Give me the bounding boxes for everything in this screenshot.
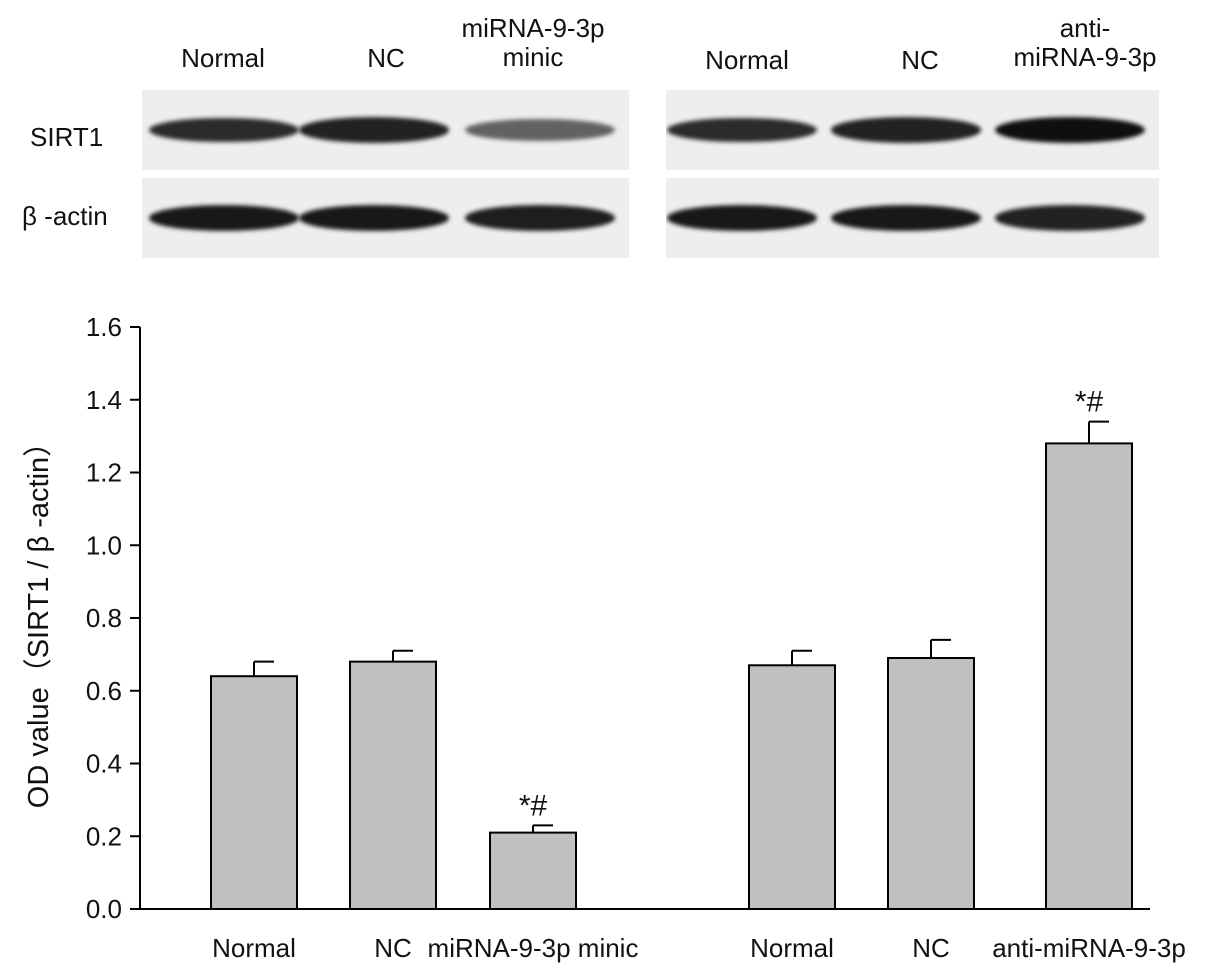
blot-band [299,117,449,143]
y-tick-label: 0.2 [86,821,122,851]
blot-panel-sirt1-left [142,90,629,170]
blot-lane-label-mimic: miRNA-9-3p minic [461,13,605,72]
y-tick-label: 0.0 [86,894,122,924]
blot-band [667,205,817,231]
x-category-label: miRNA-9-3p minic [428,933,639,963]
y-tick-label: 0.4 [86,749,122,779]
blot-band [667,117,817,143]
bar [210,675,298,911]
x-category-label: anti-miRNA-9-3p [992,933,1186,963]
blot-panel-actin-left [142,178,629,258]
blot-band [149,117,299,143]
y-tick-label: 1.2 [86,458,122,488]
x-category-label: Normal [212,933,296,963]
blot-panel-sirt1-right [666,90,1159,170]
chart-bars [210,420,1133,911]
y-axis-label: OD value（SIRT1 / β -actin） [23,428,55,808]
significance-annotation: *# [519,789,548,822]
blot-panel-actin-right [666,178,1159,258]
blot-band [465,205,615,231]
blot-band [465,118,615,142]
y-tick-label: 0.6 [86,676,122,706]
bar [748,664,836,910]
blot-lane-label-nc-right: NC [901,45,939,75]
blot-band [995,205,1145,231]
bar [1045,442,1133,910]
y-tick-label: 1.4 [86,385,122,415]
blot-band [149,205,299,231]
bar [489,831,577,910]
chart-axes: 0.0 0.2 0.4 0.6 0.8 1.0 1.2 1.4 1.6 [86,312,1150,924]
chart-labels: Normal NC miRNA-9-3p minic *# Normal NC anti-m… [212,386,1186,963]
blot-lane-label-normal-left: Normal [181,43,265,73]
y-tick-label: 1.0 [86,530,122,560]
blot-band [995,117,1145,143]
blot-band [831,205,981,231]
blot-lane-label-nc-left: NC [367,43,405,73]
x-category-label: NC [374,933,412,963]
x-category-label: Normal [750,933,834,963]
blot-band [831,117,981,143]
significance-annotation: *# [1075,386,1104,419]
x-category-label: NC [912,933,950,963]
blot-band [299,205,449,231]
blot-lane-label-normal-right: Normal [705,45,789,75]
blot-row-label-sirt1: SIRT1 [30,122,104,152]
y-tick-label: 0.8 [86,603,122,633]
bar [349,660,437,911]
y-tick-label: 1.6 [86,312,122,342]
bar [887,657,975,911]
blot-lane-label-anti: anti-miRNA-9-3p [1013,13,1157,72]
blot-row-label-actin: β -actin [22,201,108,231]
